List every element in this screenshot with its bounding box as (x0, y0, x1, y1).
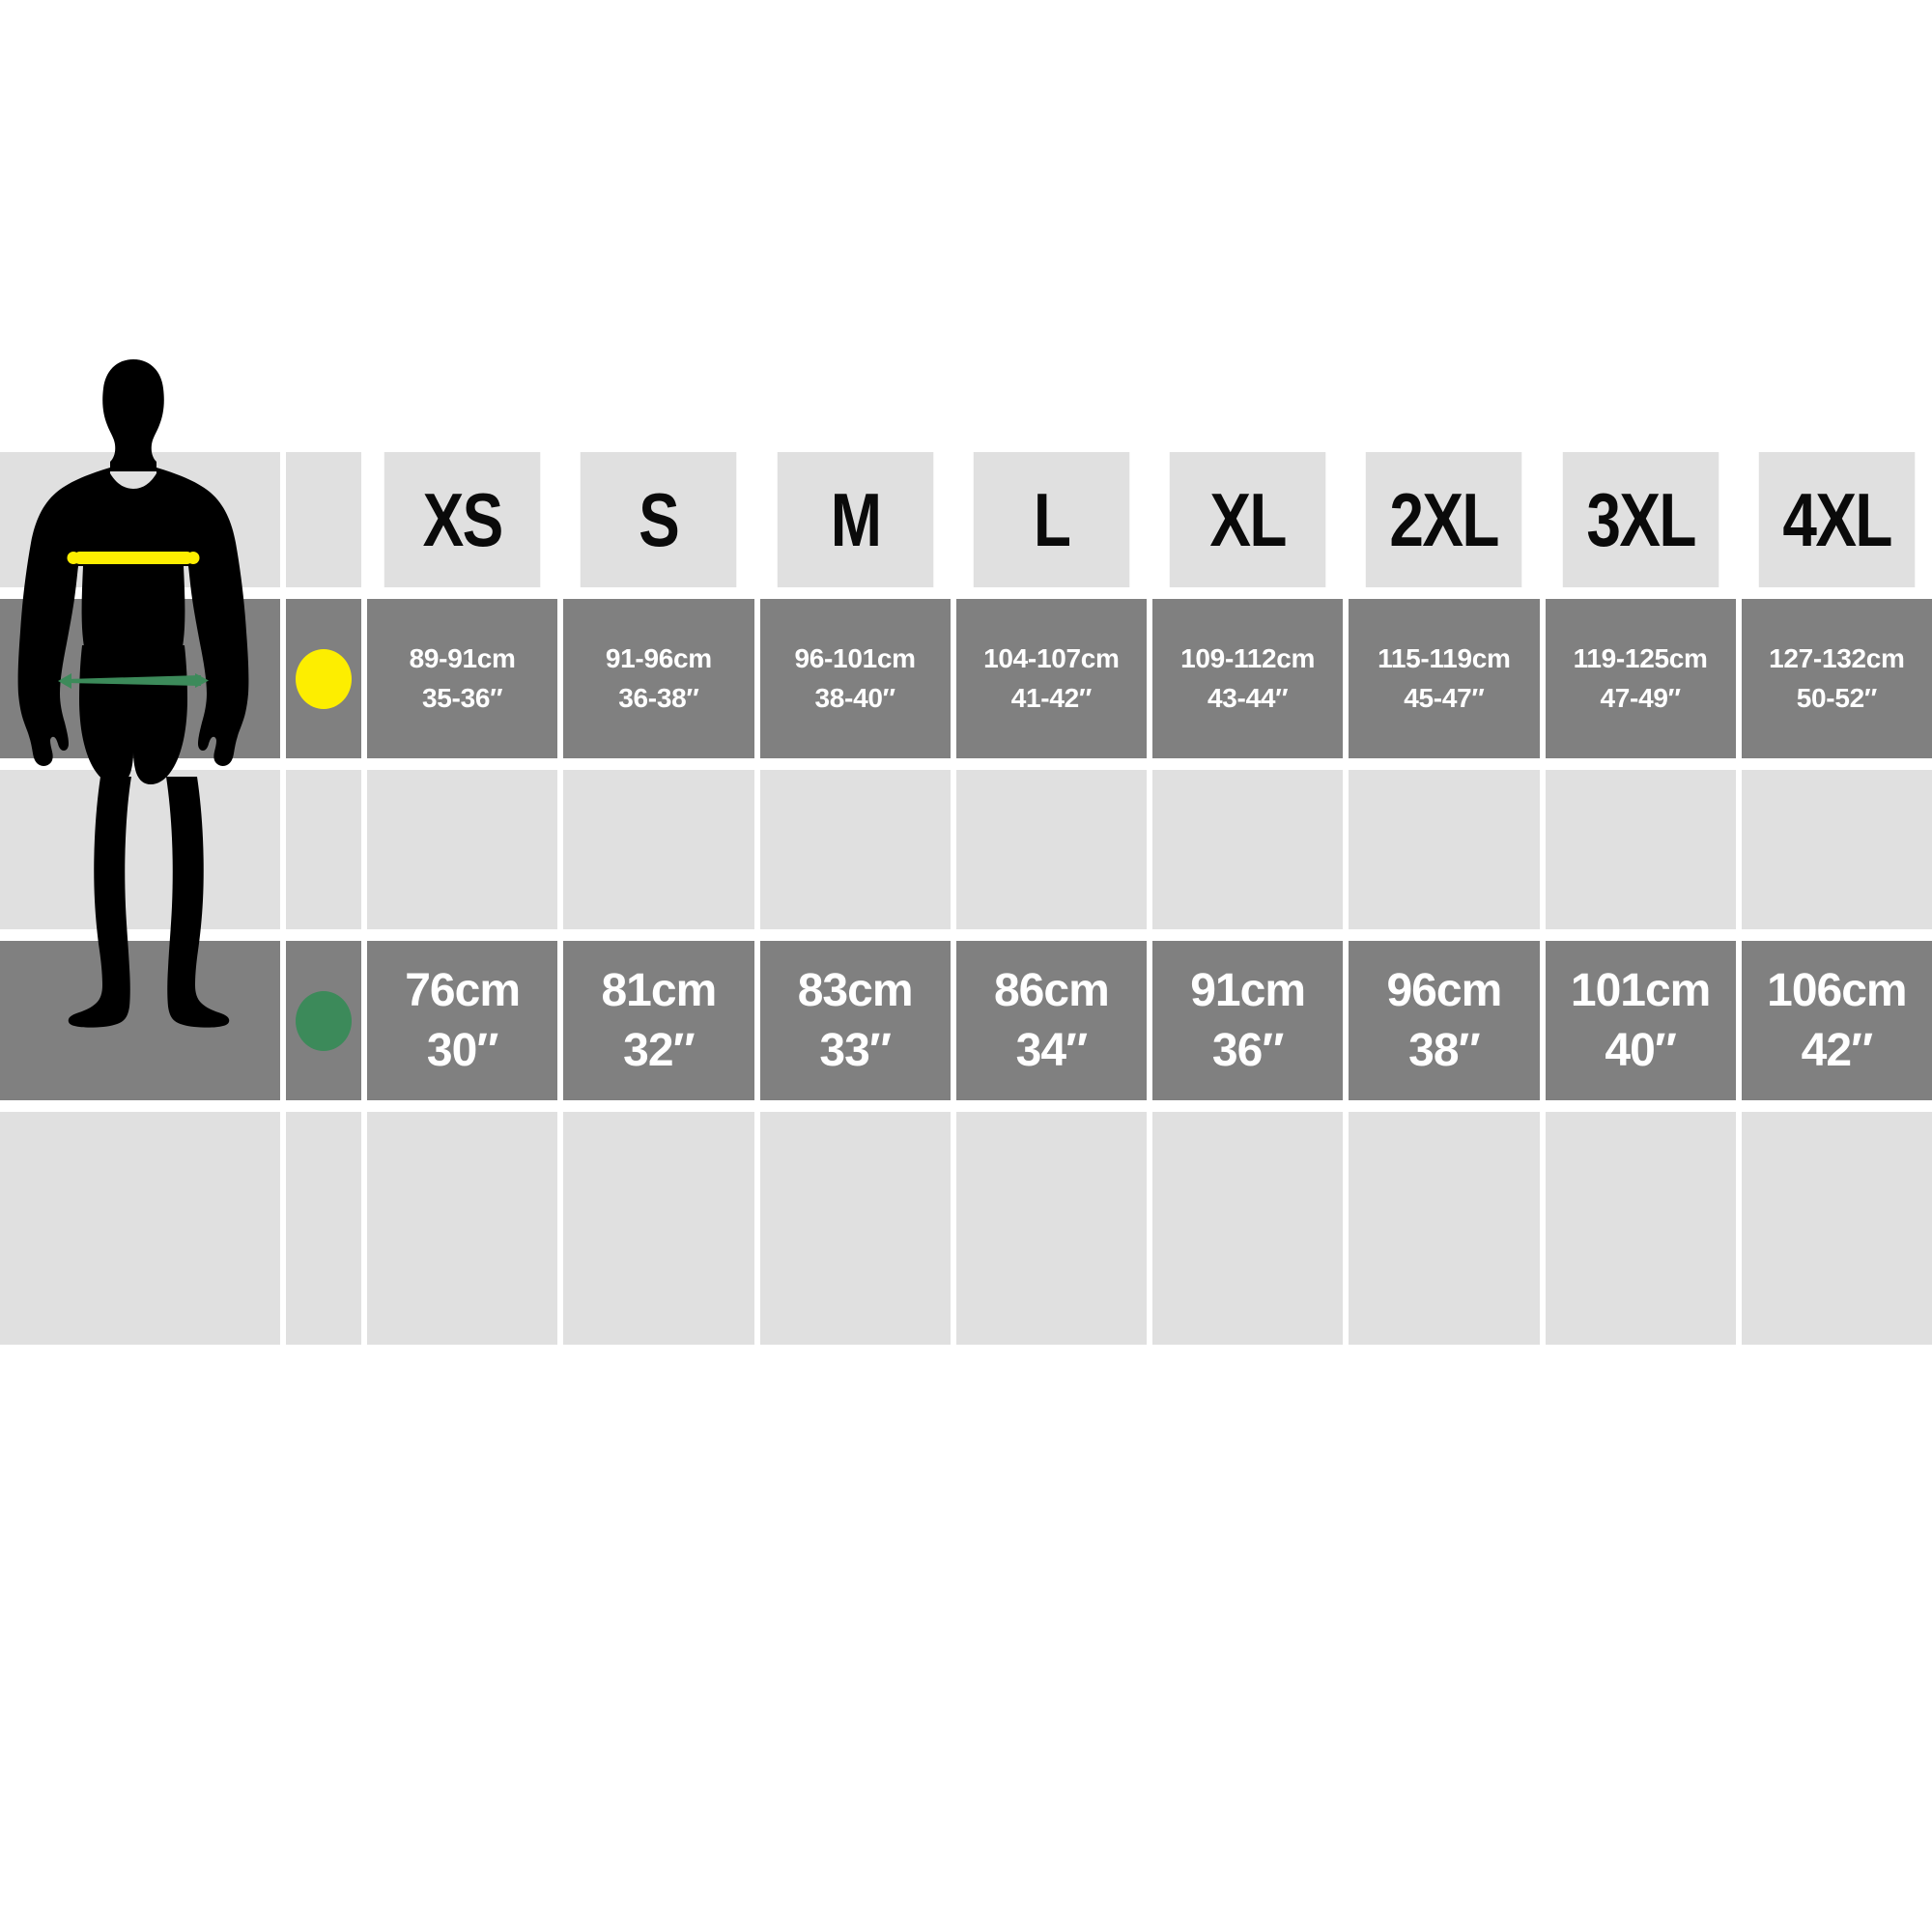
footer-cell-m (759, 1112, 951, 1345)
spacer-cell-2xl (1349, 770, 1540, 929)
waist-cm-m: 83cm (797, 965, 914, 1017)
spacer-cell-4xl (1741, 770, 1932, 929)
waist-cell-xl: 91cm 36″ (1152, 941, 1344, 1100)
row-gap-3 (0, 929, 1932, 941)
chest-cell-s: 91-96cm 36-38″ (563, 599, 754, 758)
spacer-cell-xs (367, 770, 558, 929)
waist-cm-xs: 76cm (405, 965, 521, 1017)
header-size-m: M (777, 452, 933, 587)
chest-cm-4xl: 127-132cm (1769, 642, 1905, 673)
row-gap-2 (0, 758, 1932, 770)
chest-cell-m: 96-101cm 38-40″ (759, 599, 951, 758)
header-marker-cell (286, 452, 361, 587)
header-figure-cell (0, 452, 280, 587)
chest-cm-xs: 89-91cm (409, 642, 516, 673)
waist-inch-xs: 30″ (426, 1024, 498, 1076)
waist-cm-s: 81cm (601, 965, 717, 1017)
chest-cell-2xl: 115-119cm 45-47″ (1349, 599, 1540, 758)
waist-cell-m: 83cm 33″ (759, 941, 951, 1100)
waist-cm-l: 86cm (993, 965, 1110, 1017)
header-size-2xl: 2XL (1366, 452, 1522, 587)
waist-cell-xs: 76cm 30″ (367, 941, 558, 1100)
chest-cell-4xl: 127-132cm 50-52″ (1741, 599, 1932, 758)
chest-cell-xs: 89-91cm 35-36″ (367, 599, 558, 758)
chest-cm-l: 104-107cm (983, 642, 1120, 673)
waist-inch-l: 34″ (1015, 1024, 1088, 1076)
spacer-cell-m (759, 770, 951, 929)
waist-inch-2xl: 38″ (1408, 1024, 1480, 1076)
waist-figure-cell (0, 941, 280, 1100)
header-size-l: L (973, 452, 1130, 587)
waist-cell-2xl: 96cm 38″ (1349, 941, 1540, 1100)
yellow-dot-icon (296, 648, 352, 709)
chest-marker-cell (286, 599, 361, 758)
green-dot-icon (296, 990, 352, 1051)
spacer-cell-xl (1152, 770, 1344, 929)
footer-cell-2xl (1349, 1112, 1540, 1345)
chest-inch-3xl: 47-49″ (1600, 682, 1682, 713)
footer-cell-xl (1152, 1112, 1344, 1345)
waist-inch-s: 32″ (623, 1024, 695, 1076)
spacer-cell-s (563, 770, 754, 929)
size-chart-grid: XS S M L XL 2XL 3XL 4XL 89-91cm 35-36″ 9… (0, 452, 1932, 1345)
chest-figure-cell (0, 599, 280, 758)
waist-cell-4xl: 106cm 42″ (1741, 941, 1932, 1100)
footer-cell-l (955, 1112, 1147, 1345)
waist-inch-m: 33″ (819, 1024, 891, 1076)
waist-inch-3xl: 40″ (1605, 1024, 1676, 1076)
footer-cell-4xl (1741, 1112, 1932, 1345)
spacer-cell-3xl (1545, 770, 1736, 929)
waist-cm-2xl: 96cm (1386, 965, 1502, 1017)
chest-cell-l: 104-107cm 41-42″ (955, 599, 1147, 758)
chest-inch-2xl: 45-47″ (1404, 682, 1485, 713)
footer-cell-xs (367, 1112, 558, 1345)
waist-cm-3xl: 101cm (1570, 965, 1711, 1017)
chest-cm-s: 91-96cm (605, 642, 712, 673)
chest-cm-xl: 109-112cm (1180, 642, 1316, 673)
waist-cell-3xl: 101cm 40″ (1545, 941, 1736, 1100)
waist-marker-cell (286, 941, 361, 1100)
chest-inch-4xl: 50-52″ (1796, 682, 1878, 713)
spacer-marker-cell (286, 770, 361, 929)
footer-figure-cell (0, 1112, 280, 1345)
waist-cm-xl: 91cm (1190, 965, 1306, 1017)
chest-cell-xl: 109-112cm 43-44″ (1152, 599, 1344, 758)
row-gap-4 (0, 1100, 1932, 1112)
chest-inch-l: 41-42″ (1010, 682, 1093, 713)
chest-cm-3xl: 119-125cm (1573, 642, 1708, 673)
chest-inch-m: 38-40″ (814, 682, 896, 713)
header-size-xl: XL (1169, 452, 1326, 587)
footer-cell-s (563, 1112, 754, 1345)
row-gap-1 (0, 587, 1932, 599)
footer-marker-cell (286, 1112, 361, 1345)
waist-inch-xl: 36″ (1211, 1024, 1284, 1076)
header-size-3xl: 3XL (1562, 452, 1719, 587)
waist-inch-4xl: 42″ (1801, 1024, 1873, 1076)
chest-cell-3xl: 119-125cm 47-49″ (1545, 599, 1736, 758)
waist-cell-l: 86cm 34″ (955, 941, 1147, 1100)
waist-cm-4xl: 106cm (1767, 965, 1907, 1017)
chest-cm-m: 96-101cm (794, 642, 916, 673)
spacer-cell-l (955, 770, 1147, 929)
header-size-xs: XS (384, 452, 541, 587)
chest-inch-s: 36-38″ (618, 682, 699, 713)
header-size-4xl: 4XL (1758, 452, 1916, 587)
waist-cell-s: 81cm 32″ (563, 941, 754, 1100)
chest-cm-2xl: 115-119cm (1378, 642, 1511, 673)
footer-cell-3xl (1545, 1112, 1736, 1345)
header-size-s: S (581, 452, 737, 587)
spacer-figure-cell (0, 770, 280, 929)
chest-inch-xs: 35-36″ (422, 682, 503, 713)
chest-inch-xl: 43-44″ (1208, 682, 1289, 713)
